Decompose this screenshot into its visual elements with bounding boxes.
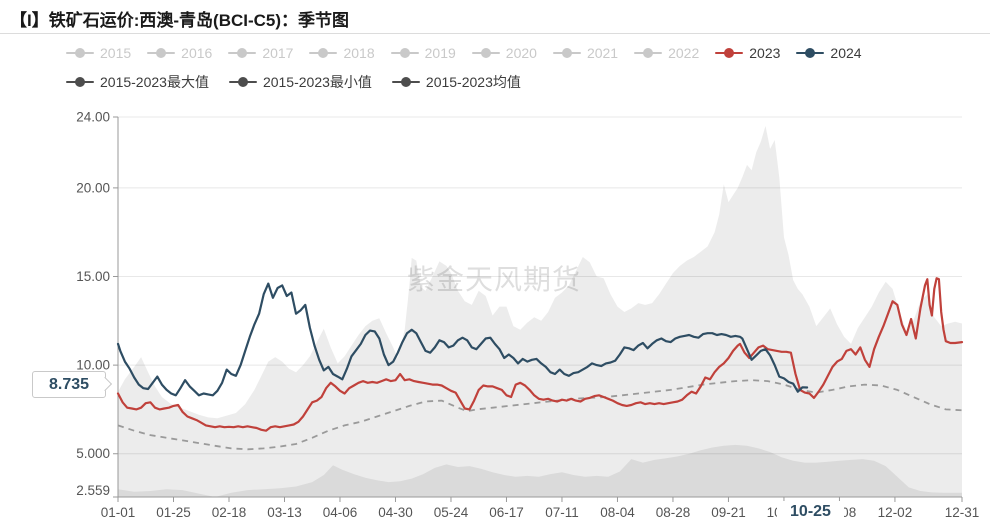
y-axis-pointer-label: 8.735 xyxy=(32,371,113,398)
legend-line-dot-icon xyxy=(66,77,94,87)
legend-row-stats: 2015-2023最大值 2015-2023最小值 2015-2023均值 xyxy=(66,72,521,92)
legend-label: 2022 xyxy=(668,45,700,61)
legend-line-dot-icon xyxy=(796,48,825,58)
legend-label: 2020 xyxy=(505,45,537,61)
svg-text:12-31: 12-31 xyxy=(945,505,980,520)
legend-line-dot-icon xyxy=(228,48,257,58)
legend-item-2018[interactable]: 2018 xyxy=(309,45,375,61)
legend-item-2020[interactable]: 2020 xyxy=(471,45,537,61)
svg-text:02-18: 02-18 xyxy=(212,505,247,520)
svg-text:04-06: 04-06 xyxy=(323,505,358,520)
legend-label: 2015-2023最大值 xyxy=(100,74,209,90)
legend-line-dot-icon xyxy=(715,48,744,58)
legend-label: 2021 xyxy=(586,45,619,61)
band-area-max-min xyxy=(118,125,962,498)
legend-line-dot-icon xyxy=(471,48,500,58)
series-2023-line[interactable] xyxy=(116,277,964,432)
legend-label: 2023 xyxy=(749,45,781,61)
legend-label: 2015 xyxy=(100,45,132,61)
svg-text:06-17: 06-17 xyxy=(489,505,524,520)
legend-line-dot-icon xyxy=(147,48,176,58)
x-pointer-value: 10-25 xyxy=(790,502,831,520)
legend-label: 2017 xyxy=(262,45,294,61)
svg-text:5.000: 5.000 xyxy=(76,446,110,461)
svg-text:24.00: 24.00 xyxy=(76,110,110,125)
legend-label: 2015-2023最小值 xyxy=(262,74,372,90)
legend-item-2015-2023最大值[interactable]: 2015-2023最大值 xyxy=(66,72,209,92)
svg-text:05-24: 05-24 xyxy=(434,505,469,520)
svg-text:09-21: 09-21 xyxy=(711,505,746,520)
x-axis-pointer-label: 10-25 xyxy=(777,501,844,522)
legend-item-2016[interactable]: 2016 xyxy=(147,45,212,61)
series-2024-line[interactable] xyxy=(116,282,809,397)
legend-label: 2016 xyxy=(181,45,213,61)
legend-item-2019[interactable]: 2019 xyxy=(390,45,456,61)
svg-text:08-28: 08-28 xyxy=(656,505,691,520)
y-tick-labels: 24.00 20.00 15.00 10.00 5.000 2.559 xyxy=(76,110,110,499)
svg-text:08-04: 08-04 xyxy=(600,505,635,520)
legend-line-dot-icon xyxy=(391,77,420,87)
svg-text:07-11: 07-11 xyxy=(545,505,579,520)
y-pointer-value: 8.735 xyxy=(48,375,90,393)
svg-text:15.00: 15.00 xyxy=(76,269,110,284)
legend-item-2015-2023最小值[interactable]: 2015-2023最小值 xyxy=(228,72,372,92)
svg-text:2.559: 2.559 xyxy=(76,483,110,498)
legend-item-2015-2023均值[interactable]: 2015-2023均值 xyxy=(391,72,521,92)
legend-line-dot-icon xyxy=(634,48,663,58)
legend-item-2024[interactable]: 2024 xyxy=(796,45,862,61)
legend-item-2021[interactable]: 2021 xyxy=(552,45,619,61)
svg-text:10.00: 10.00 xyxy=(76,358,110,373)
legend-item-2015[interactable]: 2015 xyxy=(66,45,131,61)
svg-text:20.00: 20.00 xyxy=(76,180,110,195)
legend-line-dot-icon xyxy=(390,48,419,58)
legend-label: 2018 xyxy=(343,45,375,61)
svg-text:01-01: 01-01 xyxy=(101,505,136,520)
legend-label: 2019 xyxy=(424,45,456,61)
legend-line-dot-icon xyxy=(552,48,581,58)
grid-lines xyxy=(118,116,962,455)
legend-label: 2015-2023均值 xyxy=(425,74,521,90)
title-divider xyxy=(0,33,990,34)
chart-title: 【I】铁矿石运价:西澳-青岛(BCI-C5)：季节图 xyxy=(10,11,350,30)
svg-text:04-30: 04-30 xyxy=(378,505,413,520)
x-tick-labels: 01-01 01-25 02-18 03-13 04-06 04-30 05-24 06-17… xyxy=(101,505,980,520)
legend-item-2017[interactable]: 2017 xyxy=(228,45,293,61)
svg-text:03-13: 03-13 xyxy=(267,505,302,520)
legend-line-dot-icon xyxy=(66,48,94,58)
legend-line-dot-icon xyxy=(228,77,257,87)
svg-text:12-02: 12-02 xyxy=(878,505,913,520)
legend-label: 2024 xyxy=(830,45,862,61)
legend-line-dot-icon xyxy=(309,48,338,58)
legend-row-years: 2015 2016 2017 2018 2019 2020 2021 2022 2023 2024 xyxy=(66,45,862,61)
svg-text:01-25: 01-25 xyxy=(156,505,191,520)
legend-item-2023[interactable]: 2023 xyxy=(715,45,780,61)
legend-item-2022[interactable]: 2022 xyxy=(634,45,699,61)
